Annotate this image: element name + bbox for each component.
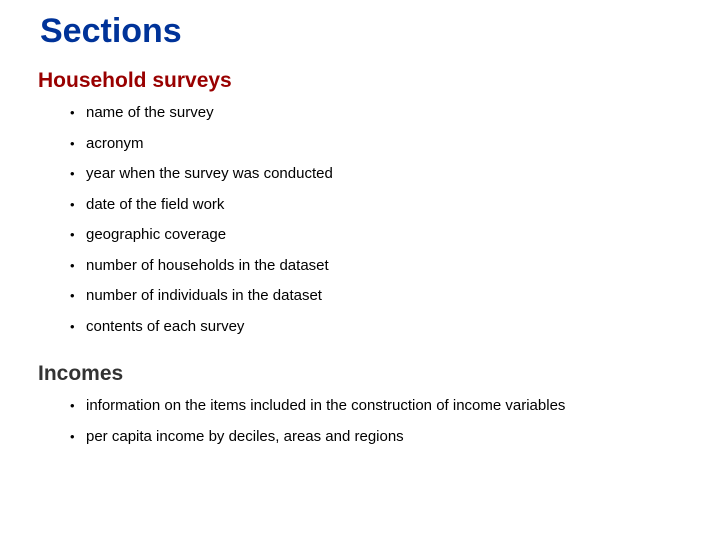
page-title: Sections xyxy=(40,12,692,51)
bullet-icon: • xyxy=(70,288,80,305)
list-item: • number of individuals in the dataset xyxy=(70,286,692,306)
list-item: • information on the items included in th… xyxy=(70,396,692,416)
list-item: • date of the field work xyxy=(70,195,692,215)
list-item-text: name of the survey xyxy=(86,103,214,123)
list-item: • name of the survey xyxy=(70,103,692,123)
bullet-icon: • xyxy=(70,136,80,153)
list-item-text: acronym xyxy=(86,134,144,154)
list-item-text: year when the survey was conducted xyxy=(86,164,333,184)
section-heading-incomes: Incomes xyxy=(38,362,692,386)
slide: Sections Household surveys • name of the … xyxy=(0,0,720,446)
list-item: • per capita income by deciles, areas and… xyxy=(70,427,692,447)
bullet-icon: • xyxy=(70,227,80,244)
list-item: • geographic coverage xyxy=(70,225,692,245)
bullet-list-incomes: • information on the items included in th… xyxy=(70,396,692,446)
bullet-icon: • xyxy=(70,197,80,214)
bullet-icon: • xyxy=(70,398,80,415)
list-item-text: number of households in the dataset xyxy=(86,256,329,276)
list-item-text: number of individuals in the dataset xyxy=(86,286,322,306)
bullet-icon: • xyxy=(70,105,80,122)
bullet-icon: • xyxy=(70,429,80,446)
section-heading-household-surveys: Household surveys xyxy=(38,69,692,93)
list-item: • year when the survey was conducted xyxy=(70,164,692,184)
bullet-icon: • xyxy=(70,166,80,183)
bullet-icon: • xyxy=(70,258,80,275)
bullet-icon: • xyxy=(70,319,80,336)
list-item-text: per capita income by deciles, areas and … xyxy=(86,427,404,447)
list-item: • acronym xyxy=(70,134,692,154)
list-item-text: date of the field work xyxy=(86,195,224,215)
list-item: • contents of each survey xyxy=(70,317,692,337)
bullet-list-household-surveys: • name of the survey • acronym • year when … xyxy=(70,103,692,336)
list-item-text: contents of each survey xyxy=(86,317,244,337)
list-item-text: geographic coverage xyxy=(86,225,226,245)
list-item: • number of households in the dataset xyxy=(70,256,692,276)
list-item-text: information on the items included in the… xyxy=(86,396,565,416)
